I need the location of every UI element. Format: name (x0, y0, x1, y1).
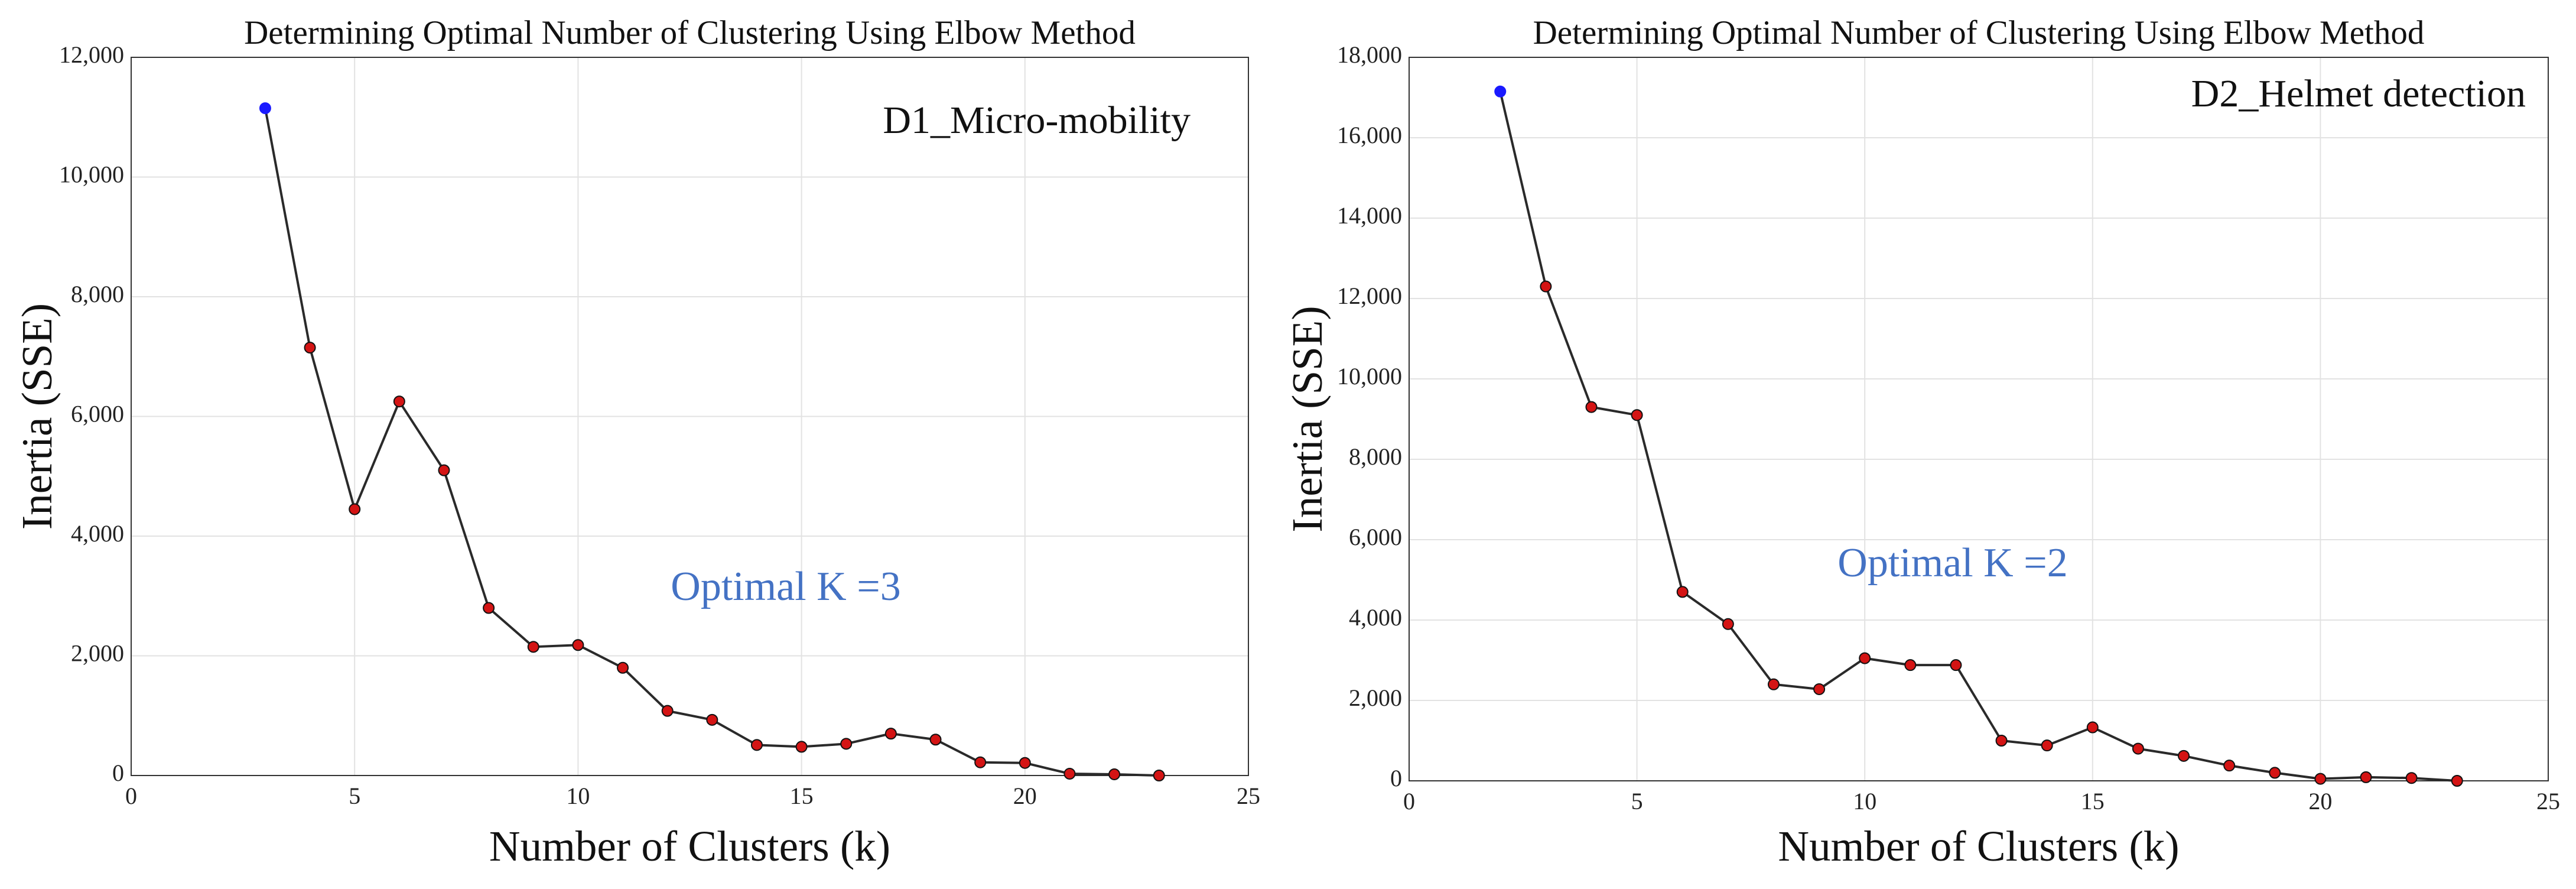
y-tick-label: 16,000 (1337, 122, 1402, 148)
data-point (483, 602, 495, 614)
x-tick-label: 10 (566, 783, 590, 809)
data-point (393, 395, 405, 408)
chart-d2-helmet-detection: Determining Optimal Number of Clustering… (1283, 14, 2560, 870)
data-point (1995, 735, 2008, 747)
y-tick-label: 14,000 (1337, 202, 1402, 229)
x-tick-label: 25 (1237, 783, 1260, 809)
data-point (974, 756, 987, 768)
data-point (2269, 767, 2281, 779)
data-point (438, 464, 450, 476)
data-point (2178, 750, 2190, 762)
data-point (259, 102, 271, 115)
data-point (661, 705, 674, 717)
y-tick-label: 6,000 (1349, 524, 1402, 550)
data-point (2314, 773, 2327, 785)
series-line (1499, 91, 2457, 782)
data-point (1540, 280, 1552, 293)
chart-title: Determining Optimal Number of Clustering… (244, 14, 1136, 51)
x-axis-label: Number of Clusters (k) (1778, 822, 2179, 870)
y-tick-label: 4,000 (1349, 604, 1402, 631)
x-tick-label: 5 (349, 783, 360, 809)
y-tick-label: 0 (112, 760, 124, 786)
data-point (1722, 618, 1734, 630)
y-tick-label: 4,000 (71, 520, 124, 547)
x-tick-label: 0 (1403, 788, 1415, 815)
data-point (1494, 85, 1507, 98)
y-tick-label: 18,000 (1337, 41, 1402, 68)
plot-frame (131, 57, 1249, 776)
data-point (2132, 742, 2144, 755)
dataset-label: D2_Helmet detection (2191, 72, 2526, 115)
x-tick-label: 20 (2308, 788, 2332, 815)
data-point (706, 713, 718, 726)
data-point (1767, 678, 1780, 690)
y-axis-label: Inertia (SSE) (1283, 306, 1331, 532)
data-point (1019, 757, 1031, 769)
y-tick-label: 10,000 (59, 161, 124, 188)
data-point (1676, 586, 1689, 598)
x-tick-labels: 0 5 10 15 20 25 (125, 783, 1260, 809)
data-point (572, 639, 584, 651)
series-inertia (1494, 85, 2463, 787)
dataset-label: D1_Micro-mobility (883, 99, 1191, 142)
data-point (2451, 775, 2463, 787)
data-point (1859, 652, 1871, 664)
x-tick-label: 25 (2536, 788, 2560, 815)
x-tick-label: 5 (1631, 788, 1643, 815)
y-tick-label: 12,000 (1337, 283, 1402, 309)
data-point (884, 728, 897, 740)
y-tick-label: 6,000 (71, 401, 124, 427)
data-point (1585, 401, 1598, 413)
data-point (2405, 772, 2418, 784)
data-point (304, 342, 316, 354)
data-point (1950, 659, 1962, 671)
series-inertia (259, 102, 1165, 781)
data-point (1153, 770, 1165, 781)
data-point (1108, 768, 1121, 780)
x-tick-label: 15 (2081, 788, 2105, 815)
data-point (1904, 659, 1917, 671)
data-point (1631, 409, 1643, 421)
chart-title: Determining Optimal Number of Clustering… (1533, 14, 2425, 51)
data-point (2086, 721, 2099, 734)
data-point (929, 734, 942, 746)
grid-lines (131, 57, 1248, 776)
grid-lines (1409, 57, 2548, 781)
data-point (1063, 767, 1076, 780)
y-tick-label: 2,000 (1349, 684, 1402, 711)
x-tick-label: 15 (790, 783, 814, 809)
data-point (617, 661, 629, 674)
y-tick-label: 12,000 (59, 41, 124, 68)
data-point (349, 503, 361, 515)
y-tick-label: 2,000 (71, 640, 124, 667)
x-tick-labels: 0 5 10 15 20 25 (1403, 788, 2560, 815)
y-axis-label: Inertia (SSE) (13, 303, 61, 530)
y-tick-label: 8,000 (71, 281, 124, 307)
data-point (1813, 683, 1826, 695)
data-point (840, 738, 853, 750)
data-point (2223, 760, 2236, 772)
data-point (2360, 771, 2372, 783)
y-tick-label: 10,000 (1337, 363, 1402, 390)
plot-frame (1409, 57, 2549, 781)
x-tick-label: 20 (1013, 783, 1037, 809)
data-point (527, 641, 539, 653)
x-tick-label: 10 (1853, 788, 1876, 815)
y-tick-label: 8,000 (1349, 443, 1402, 470)
optimal-k-annotation: Optimal K =3 (671, 564, 900, 609)
y-tick-label: 0 (1390, 765, 1402, 791)
optimal-k-annotation: Optimal K =2 (1837, 540, 2067, 586)
chart-d1-micro-mobility: Determining Optimal Number of Clustering… (13, 14, 1260, 870)
y-tick-labels: 0 2,000 4,000 6,000 8,000 10,000 12,000 (59, 41, 124, 786)
data-point (750, 739, 763, 751)
x-tick-label: 0 (125, 783, 137, 809)
data-point (2041, 739, 2053, 752)
data-point (795, 741, 808, 753)
y-tick-labels: 0 2,000 4,000 6,000 8,000 10,000 12,000 14,000 1… (1337, 41, 1402, 791)
x-axis-label: Number of Clusters (k) (489, 822, 890, 870)
